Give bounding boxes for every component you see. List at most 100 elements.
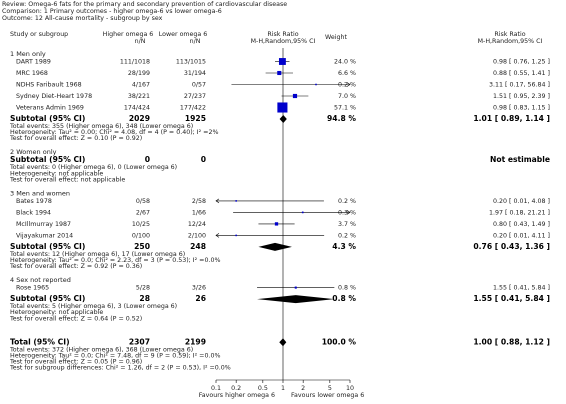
lower: 0/57 [192, 82, 206, 89]
risk-ratio: 0.98 [ 0.83, 1.15 ] [493, 105, 550, 112]
col-study: Study or subgroup [10, 31, 68, 38]
weight: 0.2 % [338, 198, 356, 205]
group-title: 2 Women only [10, 148, 57, 156]
row-name: Bates 1978 [16, 198, 52, 205]
col-plot-method: M-H,Random,95% CI [251, 38, 316, 45]
note: Test for overall effect: Z = 0.10 (P = 0… [9, 135, 142, 142]
weight: 3.7 % [338, 221, 356, 228]
group-title: 3 Men and women [10, 189, 70, 197]
study-box [235, 200, 237, 202]
col-plot: Risk Ratio [267, 31, 298, 38]
weight: 0.2 % [338, 82, 356, 89]
col-weight: Weight [325, 34, 347, 41]
row-name: McIllmurray 1987 [16, 221, 71, 228]
note: Total events: 5 (Higher omega 6), 3 (Low… [9, 303, 177, 310]
note: Total events: 355 (Higher omega 6), 348 … [9, 123, 193, 130]
col-higher-unit: n/N [135, 38, 146, 45]
weight: 0.8 % [332, 294, 356, 303]
row-name: Subtotal (95% CI) [10, 155, 85, 164]
note: Total events: 372 (Higher omega 6), 368 … [9, 346, 193, 353]
higher: 0/100 [132, 232, 150, 239]
risk-ratio: 0.20 [ 0.01, 4.11 ] [493, 232, 550, 239]
higher: 28 [139, 294, 150, 303]
risk-ratio: 1.00 [ 0.88, 1.12 ] [473, 337, 550, 346]
higher: 4/167 [132, 82, 150, 89]
higher: 28/199 [128, 70, 150, 77]
x-tick-label: 1 [281, 385, 285, 392]
weight: 4.3 % [332, 242, 356, 251]
group-title: 4 Sex not reported [10, 276, 71, 284]
higher: 38/221 [128, 93, 150, 100]
higher: 2029 [129, 114, 150, 123]
note: Test for overall effect: not applicable [9, 176, 125, 183]
x-tick-label: 5 [328, 385, 332, 392]
study-box [274, 222, 279, 226]
row-name: Rose 1965 [16, 285, 49, 292]
risk-ratio: 0.76 [ 0.43, 1.36 ] [473, 242, 550, 251]
weight: 0.2 % [338, 232, 356, 239]
lower: 0 [201, 155, 206, 164]
group-title: 1 Men only [10, 50, 46, 58]
note: Test for overall effect: Z = 0.05 (P = 0… [9, 359, 142, 366]
note: Total events: 12 (Higher omega 6), 17 (L… [9, 251, 185, 258]
study-box [235, 234, 237, 237]
study-box [294, 286, 297, 289]
note: Heterogeneity: Tau² = 0.00; Chi² = 4.08,… [10, 129, 218, 136]
higher: 111/1018 [120, 59, 150, 66]
lower: 248 [190, 242, 206, 251]
x-tick-label: 2 [301, 385, 305, 392]
weight: 0.8 % [338, 285, 356, 292]
higher: 250 [134, 242, 150, 251]
col-rr: Risk Ratio [494, 31, 525, 38]
row-name: DART 1989 [16, 59, 51, 66]
risk-ratio: 0.20 [ 0.01, 4.08 ] [493, 198, 550, 205]
row-name: Vijayakumar 2014 [16, 232, 73, 239]
weight: 7.0 % [338, 93, 356, 100]
study-box [277, 102, 288, 113]
risk-ratio: 1.55 [ 0.41, 5.84 ] [493, 285, 550, 292]
lower: 27/237 [184, 93, 206, 100]
lower: 2199 [185, 337, 206, 346]
x-tick-label: 0.1 [211, 385, 221, 392]
ci-arrow [215, 198, 220, 204]
note: Total events: 0 (Higher omega 6), 0 (Low… [9, 164, 177, 171]
ci-arrow [346, 82, 351, 87]
comparison: Comparison: 1 Primary outcomes - higher … [2, 8, 222, 15]
higher: 174/424 [124, 105, 150, 112]
weight: 6.6 % [338, 70, 356, 77]
col-lower-unit: n/N [190, 38, 201, 45]
row-name: Subtotal (95% CI) [10, 114, 85, 123]
col-lower: Lower omega 6 [159, 31, 208, 38]
note: Heterogeneity: Tau² = 0.0; Chi² = 7.48, … [10, 352, 220, 359]
lower: 1925 [185, 114, 206, 123]
note: Test for subgroup differences: Chi² = 1.… [9, 365, 231, 372]
diamond [279, 338, 287, 347]
risk-ratio: 1.51 [ 0.95, 2.39 ] [493, 93, 550, 100]
lower: 26 [195, 294, 206, 303]
higher: 5/28 [136, 285, 150, 292]
favours-left: Favours higher omega 6 [199, 392, 275, 399]
risk-ratio: 1.01 [ 0.89, 1.14 ] [473, 114, 550, 123]
weight: 24.0 % [334, 59, 356, 66]
review: Review: Omega-6 fats for the primary and… [2, 1, 287, 8]
x-tick-label: 0.5 [258, 385, 268, 392]
favours-right: Favours lower omega 6 [291, 392, 364, 399]
row-name: Black 1994 [16, 209, 51, 216]
study-box [277, 70, 282, 76]
row-name: Sydney Diet-Heart 1978 [16, 93, 92, 100]
weight: 94.8 % [327, 114, 356, 123]
weight: 57.1 % [334, 105, 356, 112]
note: Heterogeneity: not applicable [10, 309, 103, 316]
study-box [315, 83, 317, 86]
study-box [278, 58, 286, 65]
risk-ratio: 1.55 [ 0.41, 5.84 ] [473, 294, 550, 303]
note: Heterogeneity: not applicable [10, 170, 103, 177]
higher: 2307 [129, 337, 150, 346]
lower: 12/24 [188, 221, 206, 228]
diamond [257, 295, 335, 304]
study-box [292, 93, 298, 99]
note: Heterogeneity: Tau² = 0.0; Chi² = 2.23, … [10, 257, 220, 264]
lower: 31/194 [184, 70, 206, 77]
